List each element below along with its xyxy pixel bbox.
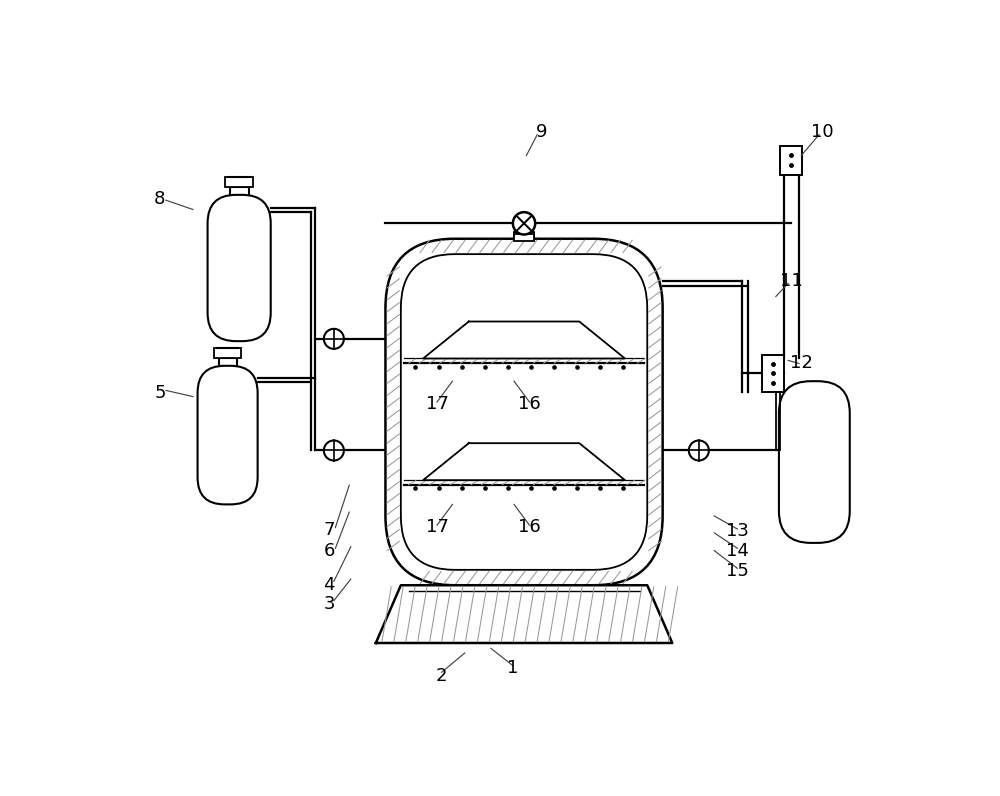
Text: 10: 10 bbox=[811, 123, 833, 142]
Text: 16: 16 bbox=[518, 518, 541, 537]
Text: 4: 4 bbox=[323, 576, 335, 595]
Bar bbox=[780, 146, 802, 175]
FancyBboxPatch shape bbox=[198, 366, 258, 505]
Text: 6: 6 bbox=[324, 541, 335, 560]
Circle shape bbox=[513, 213, 535, 235]
Text: 17: 17 bbox=[426, 396, 448, 413]
Bar bbox=[214, 348, 241, 358]
FancyBboxPatch shape bbox=[208, 195, 271, 341]
Bar bbox=[762, 355, 784, 392]
FancyBboxPatch shape bbox=[401, 254, 647, 570]
Text: 9: 9 bbox=[536, 123, 548, 142]
Circle shape bbox=[689, 440, 709, 461]
Circle shape bbox=[324, 440, 344, 461]
Text: 17: 17 bbox=[426, 518, 448, 537]
Text: 1: 1 bbox=[507, 659, 518, 677]
Circle shape bbox=[324, 329, 344, 349]
Polygon shape bbox=[423, 322, 625, 358]
Text: 14: 14 bbox=[726, 541, 749, 560]
Text: 2: 2 bbox=[436, 667, 447, 685]
Text: 5: 5 bbox=[154, 384, 166, 402]
Text: 15: 15 bbox=[726, 563, 749, 580]
Text: 12: 12 bbox=[790, 354, 813, 373]
FancyBboxPatch shape bbox=[385, 239, 663, 585]
Text: 7: 7 bbox=[323, 521, 335, 539]
Bar bbox=[225, 178, 253, 187]
Text: 13: 13 bbox=[726, 522, 749, 540]
Polygon shape bbox=[423, 443, 625, 480]
Text: 16: 16 bbox=[518, 396, 541, 413]
Polygon shape bbox=[376, 585, 672, 643]
Text: 11: 11 bbox=[780, 272, 803, 290]
Bar bbox=[514, 234, 534, 241]
Text: 3: 3 bbox=[323, 595, 335, 614]
Text: 8: 8 bbox=[154, 189, 166, 208]
Bar bbox=[514, 232, 534, 239]
FancyBboxPatch shape bbox=[779, 381, 850, 543]
